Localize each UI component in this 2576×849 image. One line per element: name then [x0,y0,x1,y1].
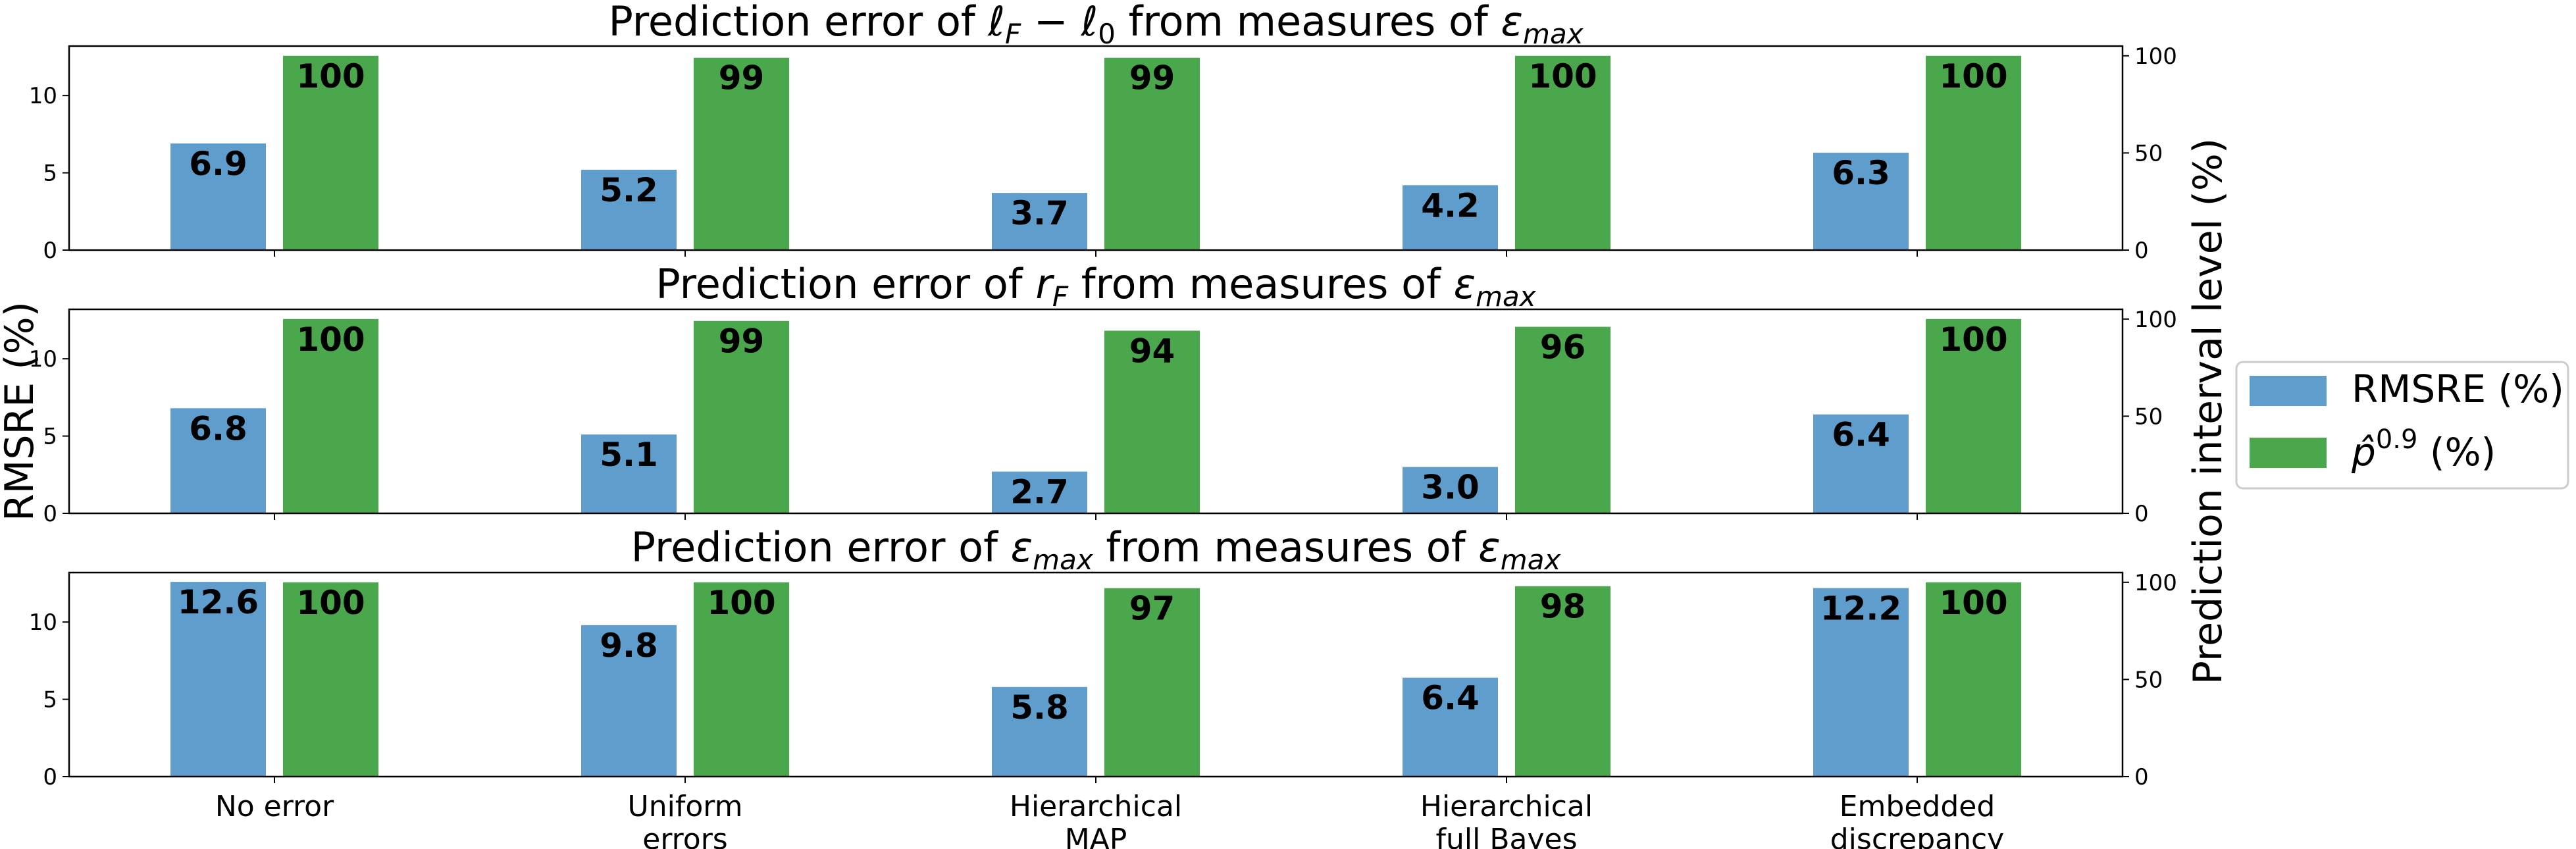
p-hat-value-label: 97 [1129,590,1175,628]
left-axis-label: RMSRE (%) [0,301,43,521]
right-tick-label: 100 [2134,570,2177,596]
left-tick-label: 10 [29,83,57,109]
rmsre-value-label: 5.8 [1010,688,1069,727]
p-hat-value-label: 98 [1540,588,1586,626]
p-hat-value-label: 100 [1939,584,2007,622]
p-hat-bar [1926,55,2021,250]
p-hat-value-label: 100 [1528,57,1597,95]
rmsre-value-label: 12.2 [1820,589,1901,627]
p-hat-bar [283,582,378,777]
rmsre-value-label: 12.6 [178,583,259,621]
rmsre-bar [992,193,1087,250]
right-tick-label: 100 [2134,43,2177,70]
x-tick-label: Embedded discrepancy [1830,790,2004,849]
p-hat-bar [694,321,789,513]
p-hat-value-label: 99 [1129,59,1175,97]
rmsre-bar [170,408,266,513]
p-hat-bar [1104,330,1200,513]
right-tick-label: 50 [2134,140,2163,167]
p-hat-value-label: 100 [296,584,365,622]
rmsre-value-label: 5.2 [600,171,658,209]
left-tick-label: 10 [29,346,57,373]
x-tick-label: No error [215,790,334,823]
rmsre-value-label: 3.7 [1010,194,1069,232]
rmsre-value-label: 6.3 [1832,154,1890,192]
p-hat-value-label: 99 [719,322,765,361]
rmsre-value-label: 6.4 [1421,679,1480,717]
left-tick-label: 5 [43,424,57,450]
panel-title: Prediction error of ℓF − ℓ0 from measure… [608,0,1584,50]
legend-label-p-hat: p̂0.9 (%) [2351,424,2496,475]
rmsre-value-label: 4.2 [1421,186,1480,224]
p-hat-value-label: 100 [296,57,365,95]
rmsre-value-label: 9.8 [600,627,658,665]
x-tick-label: Hierarchical MAP [1010,790,1182,849]
rmsre-value-label: 3.0 [1421,469,1480,507]
rmsre-bar [581,434,677,513]
left-tick-label: 0 [43,764,57,790]
p-hat-value-label: 100 [707,584,775,622]
right-tick-label: 50 [2134,403,2163,430]
right-tick-label: 100 [2134,307,2177,333]
rmsre-bar [1403,677,1498,777]
rmsre-bar [1403,185,1498,250]
legend: RMSRE (%) p̂0.9 (%) [2235,361,2569,490]
right-tick-label: 0 [2134,501,2149,527]
legend-swatch-rmsre [2250,376,2327,406]
p-hat-value-label: 96 [1540,328,1586,367]
rmsre-bar [992,471,1087,513]
rmsre-bar [1813,414,1909,513]
p-hat-bar [1515,586,1610,777]
legend-label-rmsre: RMSRE (%) [2352,367,2564,411]
p-hat-value-label: 100 [296,321,365,359]
rmsre-bar [581,625,677,777]
panel-2: Prediction error of rF from measures of … [29,260,2177,527]
legend-swatch-p-hat [2250,438,2327,468]
rmsre-bar [170,143,266,250]
p-hat-bar [1515,55,1610,250]
panel-title: Prediction error of εmax from measures o… [631,523,1562,576]
panel-3: Prediction error of εmax from measures o… [29,523,2177,790]
rmsre-value-label: 6.4 [1832,416,1890,454]
rmsre-value-label: 5.1 [600,436,658,474]
rmsre-value-label: 6.9 [189,145,247,183]
rmsre-bar [581,169,677,250]
p-hat-bar [1515,326,1610,513]
rmsre-value-label: 2.7 [1010,473,1069,511]
right-tick-label: 0 [2134,238,2149,264]
left-tick-label: 5 [43,161,57,187]
right-tick-label: 50 [2134,667,2163,693]
left-tick-label: 5 [43,687,57,713]
p-hat-bar [283,319,378,513]
p-hat-bar [1926,319,2021,513]
rmsre-bar [992,686,1087,777]
x-tick-label: Hierarchical full Bayes [1420,790,1593,849]
p-hat-value-label: 99 [719,59,765,97]
p-hat-bar [1104,588,1200,777]
rmsre-bar [1813,588,1909,777]
left-tick-label: 0 [43,238,57,264]
left-tick-label: 10 [29,609,57,636]
x-tick-label: Uniform errors [628,790,743,849]
p-hat-bar [694,582,789,777]
right-tick-label: 0 [2134,764,2149,790]
panel-1: Prediction error of ℓF − ℓ0 from measure… [29,0,2177,264]
rmsre-bar [170,582,266,777]
p-hat-bar [1926,582,2021,777]
right-axis-label: Prediction interval level (%) [2185,138,2231,685]
panel-title: Prediction error of rF from measures of … [656,260,1536,313]
rmsre-bar [1403,467,1498,513]
p-hat-value-label: 100 [1939,57,2007,95]
p-hat-bar [694,57,789,250]
p-hat-value-label: 100 [1939,321,2007,359]
rmsre-bar [1813,153,1909,250]
left-tick-label: 0 [43,501,57,527]
p-hat-bar [283,55,378,250]
rmsre-value-label: 6.8 [189,409,247,448]
p-hat-bar [1104,57,1200,250]
p-hat-value-label: 94 [1129,332,1175,370]
